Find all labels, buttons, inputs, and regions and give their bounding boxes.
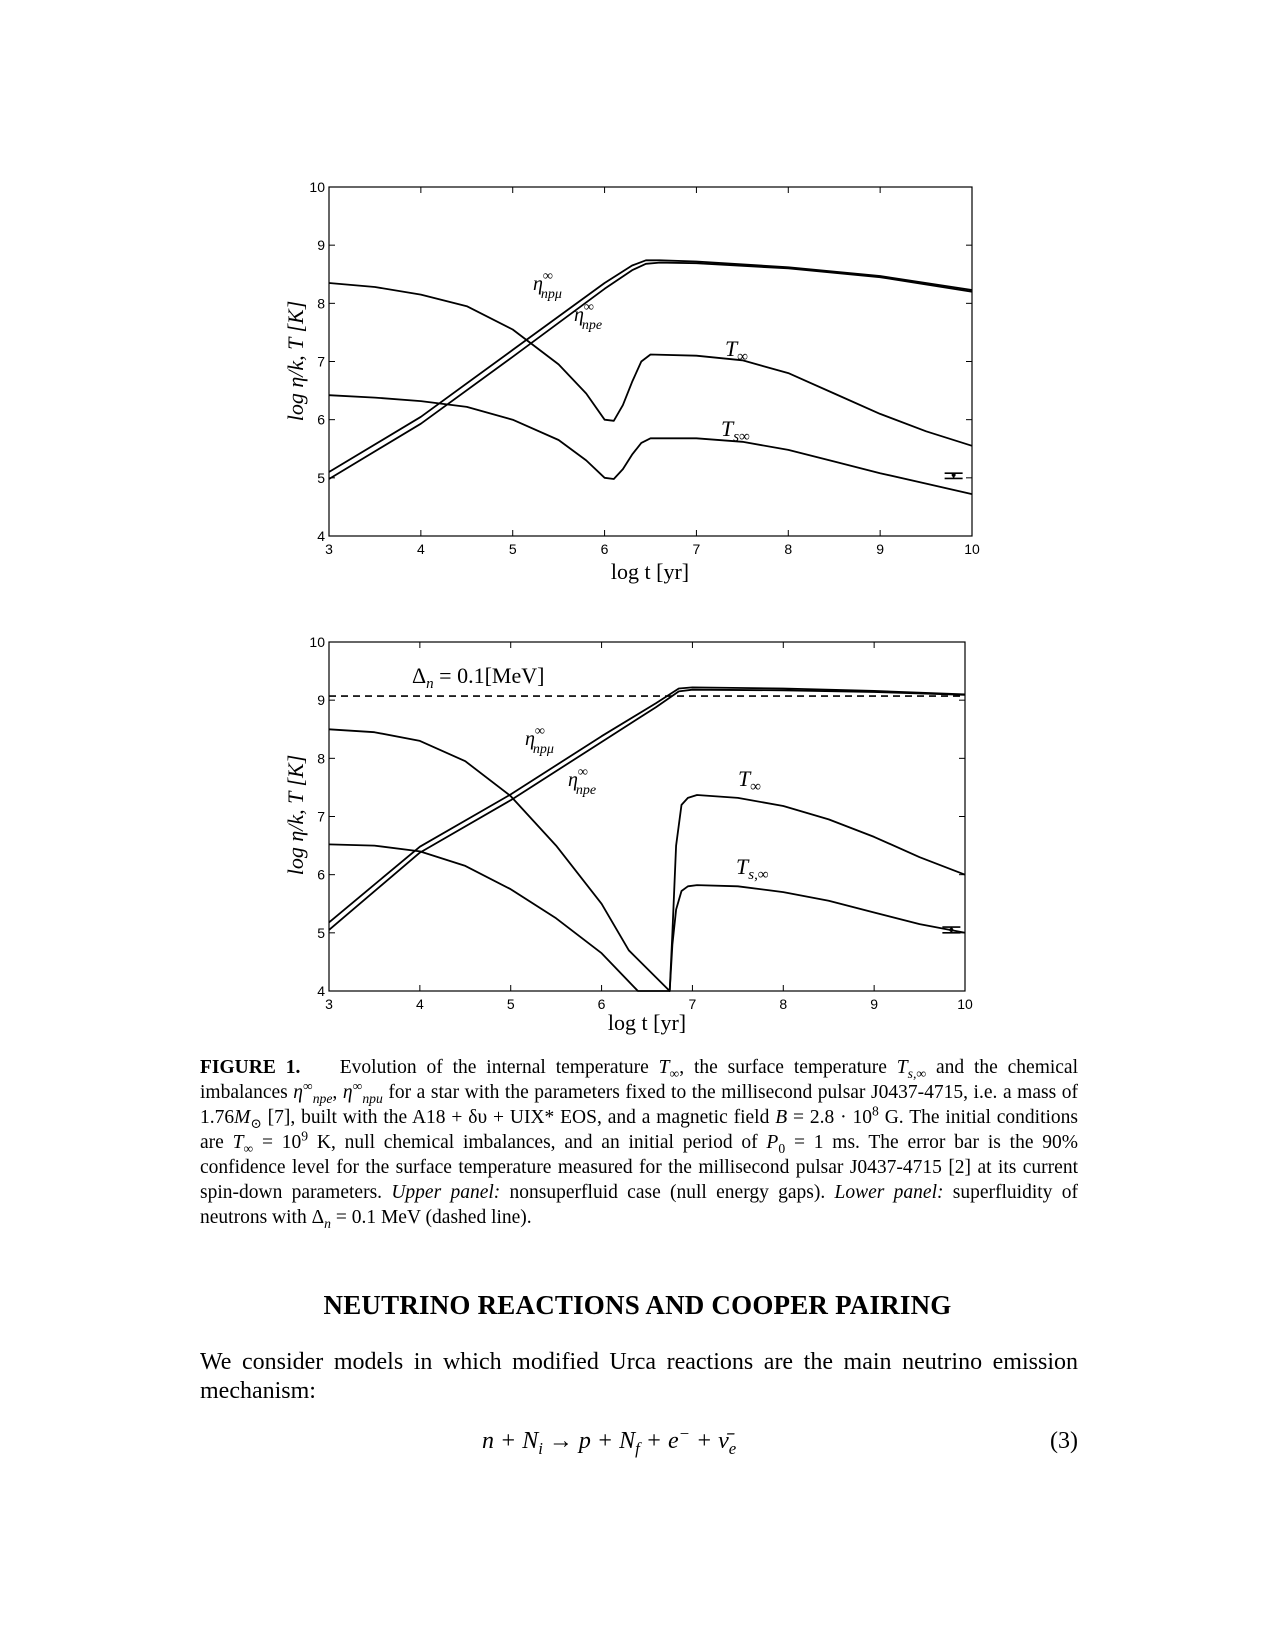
y-axis-label: log η/k, T [K] xyxy=(283,301,308,422)
y-tick-label: 9 xyxy=(317,237,325,253)
y-tick-label: 6 xyxy=(317,412,325,428)
y-axis-label: log η/k, T [K] xyxy=(283,755,308,876)
x-axis-label: log t [yr] xyxy=(608,1010,686,1035)
label-delta-n: Δn = 0.1[MeV] xyxy=(412,663,544,692)
error-bar xyxy=(942,926,961,934)
x-tick-label: 9 xyxy=(870,996,878,1012)
x-tick-label: 4 xyxy=(416,996,424,1012)
label-T-inf: T∞ xyxy=(738,766,761,795)
y-tick-label: 7 xyxy=(317,354,325,370)
label-eta-npe: η∞ npe xyxy=(574,300,602,333)
x-tick-label: 6 xyxy=(601,541,609,557)
x-axis-label: log t [yr] xyxy=(611,559,689,584)
y-tick-label: 6 xyxy=(317,867,325,883)
label-eta-npmu: η∞ npμ xyxy=(533,269,562,302)
error-bar xyxy=(944,472,963,480)
series-line-t xyxy=(328,282,973,447)
x-tick-label: 10 xyxy=(964,541,980,557)
x-tick-label: 7 xyxy=(689,996,697,1012)
series-line-ts xyxy=(328,394,973,495)
x-tick-label: 3 xyxy=(325,996,333,1012)
y-tick-label: 10 xyxy=(309,634,325,650)
label-eta-npmu: η∞ npμ xyxy=(525,724,554,757)
y-tick-label: 5 xyxy=(317,470,325,486)
y-tick-label: 8 xyxy=(317,295,325,311)
caption-label: FIGURE 1. xyxy=(200,1057,301,1078)
x-tick-label: 4 xyxy=(417,541,425,557)
x-tick-label: 3 xyxy=(325,541,333,557)
series-line-np xyxy=(328,686,966,924)
plot-frame xyxy=(328,641,966,992)
x-tick-label: 6 xyxy=(598,996,606,1012)
equation-3: n + Ni → p + Nf + e− + ν̄e (3) xyxy=(200,1424,1078,1462)
x-tick-label: 8 xyxy=(784,541,792,557)
y-tick-label: 4 xyxy=(317,983,325,999)
series-line-ts xyxy=(328,843,966,992)
curves xyxy=(328,686,966,992)
x-tick-label: 9 xyxy=(876,541,884,557)
label-eta-npe: η∞ npe xyxy=(568,765,596,798)
x-tick-label: 5 xyxy=(507,996,515,1012)
x-tick-label: 5 xyxy=(509,541,517,557)
label-Ts-inf: Ts,∞ xyxy=(736,854,769,883)
series-line-t xyxy=(328,728,966,992)
x-tick-label: 7 xyxy=(693,541,701,557)
y-tick-label: 4 xyxy=(317,528,325,544)
y-tick-label: 7 xyxy=(317,809,325,825)
figure-caption: FIGURE 1. Evolution of the internal temp… xyxy=(200,1057,1079,1231)
y-tick-label: 9 xyxy=(317,692,325,708)
series-line-npe xyxy=(328,261,973,480)
error-bar-point xyxy=(949,927,954,932)
equation-number: (3) xyxy=(1050,1428,1078,1454)
x-tick-label: 8 xyxy=(779,996,787,1012)
series-line-npe xyxy=(328,688,966,931)
plot-frame xyxy=(328,186,973,537)
section-title: NEUTRINO REACTIONS AND COOPER PAIRING xyxy=(323,1290,952,1320)
error-bar-point xyxy=(951,472,956,477)
y-tick-label: 10 xyxy=(309,179,325,195)
label-Ts-inf: Ts∞ xyxy=(721,416,750,445)
body-paragraph: We consider models in which modified Urc… xyxy=(200,1349,1078,1404)
curves xyxy=(328,259,973,495)
y-tick-label: 5 xyxy=(317,925,325,941)
equation-expression: n + Ni → p + Nf + e− + ν̄e xyxy=(482,1424,737,1458)
y-tick-label: 8 xyxy=(317,750,325,766)
label-T-inf: T∞ xyxy=(725,336,748,365)
series-line-np xyxy=(328,259,973,473)
x-tick-label: 10 xyxy=(957,996,973,1012)
